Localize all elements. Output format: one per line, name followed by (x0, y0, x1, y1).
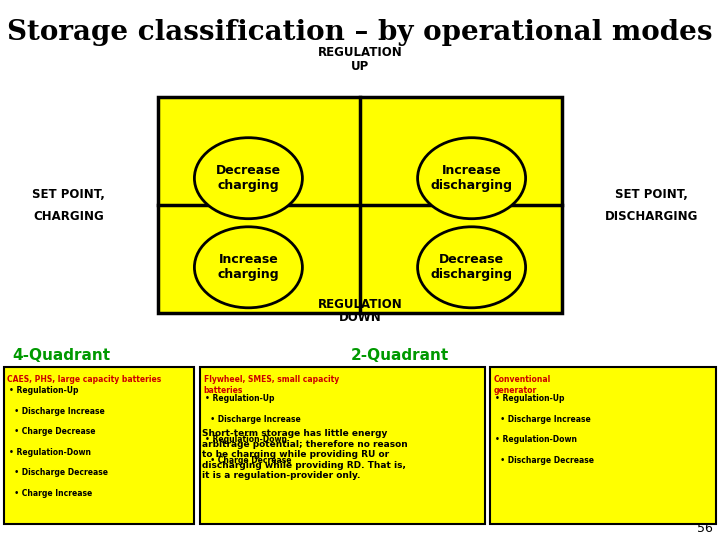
Text: • Regulation-Down: • Regulation-Down (495, 435, 577, 444)
Text: SET POINT,: SET POINT, (615, 188, 688, 201)
Circle shape (418, 138, 526, 219)
Text: Conventional
generator: Conventional generator (494, 375, 552, 395)
Text: Decrease
discharging: Decrease discharging (431, 253, 513, 281)
Text: • Discharge Increase: • Discharge Increase (205, 415, 301, 424)
Text: • Regulation-Up: • Regulation-Up (205, 394, 275, 403)
Circle shape (418, 227, 526, 308)
FancyBboxPatch shape (490, 367, 716, 524)
Circle shape (194, 138, 302, 219)
Circle shape (194, 227, 302, 308)
Text: • Discharge Decrease: • Discharge Decrease (9, 468, 108, 477)
Text: 4-Quadrant: 4-Quadrant (12, 348, 110, 363)
Text: SET POINT,: SET POINT, (32, 188, 105, 201)
Text: Flywheel, SMES, small capacity
batteries: Flywheel, SMES, small capacity batteries (204, 375, 339, 395)
Text: CAES, PHS, large capacity batteries: CAES, PHS, large capacity batteries (7, 375, 161, 384)
FancyBboxPatch shape (158, 97, 562, 313)
Text: CHARGING: CHARGING (33, 210, 104, 222)
Text: • Discharge Increase: • Discharge Increase (9, 407, 104, 416)
Text: Short-term storage has little energy
arbitrage potential; therefore no reason
to: Short-term storage has little energy arb… (202, 429, 408, 480)
Text: • Charge Increase: • Charge Increase (9, 489, 92, 498)
Text: • Charge Decrease: • Charge Decrease (205, 456, 292, 465)
Text: Increase
charging: Increase charging (217, 253, 279, 281)
FancyBboxPatch shape (200, 367, 485, 524)
FancyBboxPatch shape (4, 367, 194, 524)
Text: DOWN: DOWN (338, 311, 382, 324)
Text: 2-Quadrant: 2-Quadrant (351, 348, 449, 363)
Text: Storage classification – by operational modes: Storage classification – by operational … (7, 19, 713, 46)
Text: • Discharge Increase: • Discharge Increase (495, 415, 591, 424)
Text: REGULATION: REGULATION (318, 298, 402, 310)
Text: • Regulation-Up: • Regulation-Up (9, 386, 78, 395)
Text: • Regulation-Up: • Regulation-Up (495, 394, 565, 403)
Text: DISCHARGING: DISCHARGING (605, 210, 698, 222)
Text: • Charge Decrease: • Charge Decrease (9, 427, 95, 436)
Text: Increase
discharging: Increase discharging (431, 164, 513, 192)
Text: • Regulation-Down: • Regulation-Down (205, 435, 287, 444)
Text: REGULATION: REGULATION (318, 46, 402, 59)
Text: • Regulation-Down: • Regulation-Down (9, 448, 91, 457)
Text: • Discharge Decrease: • Discharge Decrease (495, 456, 595, 465)
Text: UP: UP (351, 60, 369, 73)
Text: Decrease
charging: Decrease charging (216, 164, 281, 192)
Text: 56: 56 (697, 522, 713, 535)
